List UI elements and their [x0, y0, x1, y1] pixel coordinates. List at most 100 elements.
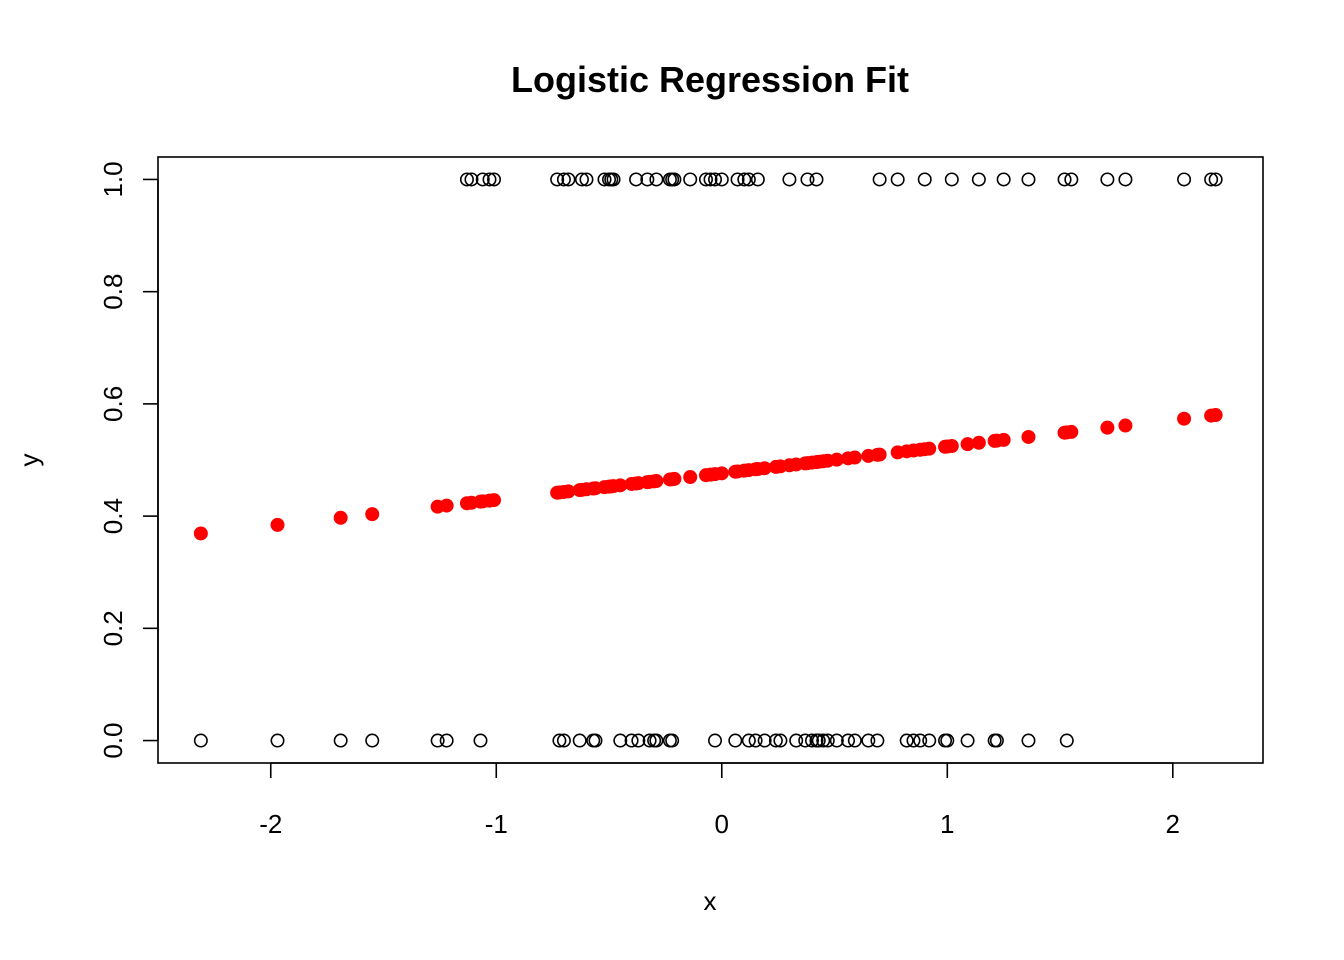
fitted-point — [439, 498, 454, 513]
observed-point — [804, 733, 819, 748]
fitted-point — [922, 441, 937, 456]
y-tick-label: 0.6 — [98, 386, 128, 422]
fitted-point — [1208, 408, 1223, 423]
observed-point — [1118, 172, 1133, 187]
fitted-point — [270, 517, 285, 532]
y-tick-label: 1.0 — [98, 161, 128, 197]
observed-point — [757, 733, 772, 748]
x-axis: -2 -1 0 1 2 — [259, 762, 1180, 839]
observed-point — [482, 172, 497, 187]
observed-point — [1100, 172, 1115, 187]
observed-point — [960, 733, 975, 748]
observed-point — [944, 172, 959, 187]
observed-point — [683, 172, 698, 187]
observed-point — [989, 733, 1004, 748]
observed-point — [613, 733, 628, 748]
x-tick-label: 0 — [715, 809, 729, 839]
observed-point — [714, 172, 729, 187]
observed-point — [579, 172, 594, 187]
fitted-point — [971, 435, 986, 450]
observed-point — [640, 172, 655, 187]
observed-point — [748, 733, 763, 748]
observed-point — [750, 172, 765, 187]
fitted-point — [1021, 429, 1036, 444]
observed-point — [870, 733, 885, 748]
observed-point — [708, 172, 723, 187]
observed-point — [899, 733, 914, 748]
observed-point — [588, 733, 603, 748]
fitted-point — [1177, 411, 1192, 426]
observed-point — [629, 172, 644, 187]
observed-point — [1021, 172, 1036, 187]
observed-point — [798, 733, 813, 748]
observed-points-series — [193, 172, 1223, 748]
observed-point — [872, 172, 887, 187]
fitted-point — [996, 432, 1011, 447]
observed-point — [631, 733, 646, 748]
observed-point — [606, 172, 621, 187]
x-tick-label: 2 — [1166, 809, 1180, 839]
observed-point — [475, 172, 490, 187]
observed-point — [708, 733, 723, 748]
observed-point — [811, 733, 826, 748]
y-tick-label: 0.8 — [98, 274, 128, 310]
observed-point — [906, 733, 921, 748]
observed-point — [665, 733, 680, 748]
fitted-point — [847, 450, 862, 465]
observed-point — [464, 172, 479, 187]
observed-point — [741, 172, 756, 187]
fitted-point — [649, 474, 664, 489]
observed-point — [649, 733, 664, 748]
y-tick-label: 0.0 — [98, 722, 128, 758]
fitted-point — [1064, 424, 1079, 439]
x-tick-label: -2 — [259, 809, 282, 839]
fitted-point — [683, 470, 698, 485]
observed-point — [1208, 172, 1223, 187]
observed-point — [730, 172, 745, 187]
observed-point — [737, 172, 752, 187]
observed-point — [597, 172, 612, 187]
fitted-point — [333, 510, 348, 525]
observed-point — [816, 733, 831, 748]
observed-point — [890, 172, 905, 187]
y-axis: 0.0 0.2 0.4 0.6 0.8 1.0 — [98, 161, 159, 759]
observed-point — [487, 172, 502, 187]
observed-point — [430, 733, 445, 748]
observed-point — [439, 733, 454, 748]
observed-point — [642, 733, 657, 748]
observed-point — [193, 733, 208, 748]
observed-point — [556, 733, 571, 748]
chart-title: Logistic Regression Fit — [511, 59, 909, 100]
x-axis-label: x — [704, 886, 717, 916]
observed-point — [996, 172, 1011, 187]
observed-point — [473, 733, 488, 748]
y-tick-label: 0.4 — [98, 498, 128, 534]
observed-point — [741, 733, 756, 748]
observed-point — [940, 733, 955, 748]
fitted-point — [872, 447, 887, 462]
observed-point — [561, 172, 576, 187]
x-tick-label: -1 — [485, 809, 508, 839]
observed-point — [698, 172, 713, 187]
observed-point — [789, 733, 804, 748]
observed-point — [922, 733, 937, 748]
plot-frame — [157, 156, 1264, 764]
fitted-probabilities-series — [193, 408, 1223, 541]
observed-point — [649, 172, 664, 187]
observed-point — [1059, 733, 1074, 748]
observed-point — [841, 733, 856, 748]
fitted-point — [1118, 418, 1133, 433]
observed-point — [917, 172, 932, 187]
observed-point — [270, 733, 285, 748]
observed-point — [820, 733, 835, 748]
fitted-point — [667, 471, 682, 486]
fitted-point — [365, 507, 380, 522]
observed-point — [829, 733, 844, 748]
observed-point — [847, 733, 862, 748]
observed-point — [703, 172, 718, 187]
observed-point — [728, 733, 743, 748]
observed-point — [861, 733, 876, 748]
observed-point — [773, 733, 788, 748]
x-tick-label: 1 — [940, 809, 954, 839]
